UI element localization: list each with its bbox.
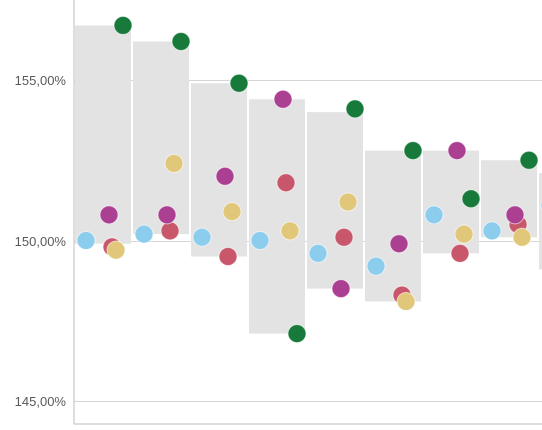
data-point[interactable] <box>157 205 177 225</box>
data-point[interactable] <box>229 73 249 93</box>
data-point[interactable] <box>218 247 238 267</box>
data-point[interactable] <box>280 221 300 241</box>
data-point[interactable] <box>160 221 180 241</box>
range-boxes <box>75 25 542 334</box>
data-point[interactable] <box>308 243 328 263</box>
data-point[interactable] <box>276 173 296 193</box>
data-point[interactable] <box>450 243 470 263</box>
data-point[interactable] <box>171 31 191 51</box>
data-point[interactable] <box>250 231 270 250</box>
data-point[interactable] <box>519 150 539 170</box>
data-point[interactable] <box>454 224 474 244</box>
data-point[interactable] <box>99 205 119 225</box>
data-point[interactable] <box>389 234 409 254</box>
data-point[interactable] <box>396 291 416 311</box>
data-point[interactable] <box>215 166 235 186</box>
data-point[interactable] <box>447 141 467 161</box>
range-box <box>539 173 542 270</box>
range-box <box>365 150 421 302</box>
data-point[interactable] <box>512 227 532 247</box>
data-point[interactable] <box>113 15 133 35</box>
data-point[interactable] <box>164 153 184 173</box>
data-point[interactable] <box>192 227 212 247</box>
data-point[interactable] <box>345 99 365 119</box>
data-point[interactable] <box>222 202 242 222</box>
y-tick-label: 150,00% <box>15 234 67 249</box>
data-point[interactable] <box>106 240 126 260</box>
range-box <box>133 41 189 235</box>
data-point[interactable] <box>334 227 354 247</box>
data-point[interactable] <box>331 279 351 299</box>
data-point[interactable] <box>424 205 444 225</box>
data-point[interactable] <box>134 224 154 244</box>
data-points <box>76 15 542 344</box>
data-point[interactable] <box>505 205 525 225</box>
data-point[interactable] <box>338 192 358 212</box>
data-point[interactable] <box>403 141 423 161</box>
range-box <box>249 99 305 334</box>
data-point[interactable] <box>366 256 386 276</box>
data-point[interactable] <box>482 221 502 241</box>
y-tick-labels: 155,00% 150,00% 145,00% <box>15 73 67 409</box>
data-point[interactable] <box>287 324 307 344</box>
y-tick-label: 155,00% <box>15 73 67 88</box>
y-tick-label: 145,00% <box>15 394 67 409</box>
data-point[interactable] <box>461 189 481 209</box>
range-box <box>75 25 131 244</box>
data-point[interactable] <box>76 231 96 250</box>
data-point[interactable] <box>273 89 293 109</box>
